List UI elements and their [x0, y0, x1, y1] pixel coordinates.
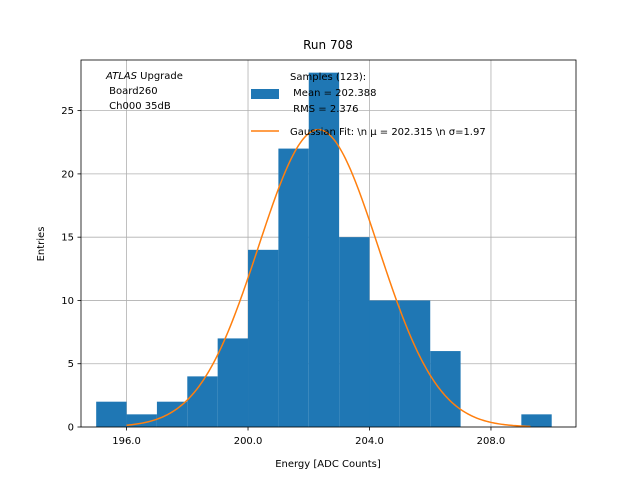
histogram-bar [187, 376, 218, 427]
y-tick-label: 0 [68, 423, 74, 434]
x-tick-label: 204.0 [355, 436, 384, 447]
legend-label-fit: Gaussian Fit: \n μ = 202.315 \n σ=1.97 [290, 127, 486, 138]
histogram-bar [521, 414, 552, 427]
y-axis-ticks: 0 5 10 15 20 25 [61, 106, 81, 434]
fit-curve [126, 128, 531, 428]
legend-label-samples-3: RMS = 2.376 [290, 104, 358, 115]
histogram-bar [96, 401, 127, 427]
legend-label-samples-2: Mean = 202.388 [290, 88, 377, 99]
y-tick-label: 15 [61, 233, 74, 244]
histogram-bar [339, 237, 370, 427]
annotation-line-1: ATLAS Upgrade [105, 71, 183, 82]
histogram-bar [430, 351, 461, 427]
y-axis-label: Entries [36, 227, 47, 262]
legend-patch-samples [251, 89, 279, 99]
histogram-bar [278, 148, 309, 427]
gaussian-fit [126, 128, 531, 428]
x-tick-label: 208.0 [477, 436, 506, 447]
legend-label-samples-1: Samples (123): [290, 72, 366, 83]
atlas-annotation: ATLAS Upgrade Board260 Ch000 35dB [105, 71, 183, 112]
y-tick-label: 10 [61, 296, 74, 307]
x-axis-ticks: 196.0 200.0 204.0 208.0 [112, 427, 505, 447]
annotation-line-2: Board260 [106, 86, 158, 97]
histogram-bar [308, 72, 340, 427]
plot-frame [80, 59, 577, 428]
chart-title: Run 708 [303, 38, 353, 52]
y-tick-label: 25 [61, 106, 74, 117]
histogram-bars [96, 72, 552, 427]
histogram-bar [156, 401, 188, 427]
histogram-bar [369, 300, 400, 427]
x-tick-label: 200.0 [234, 436, 263, 447]
y-tick-label: 5 [68, 359, 74, 370]
annotation-line-3: Ch000 35dB [106, 101, 171, 112]
histogram-bar [217, 338, 249, 427]
x-axis-label: Energy [ADC Counts] [275, 459, 381, 470]
legend: Samples (123): Mean = 202.388 RMS = 2.37… [251, 72, 486, 138]
y-tick-label: 20 [61, 169, 74, 180]
x-tick-label: 196.0 [112, 436, 141, 447]
histogram-bar [248, 249, 279, 427]
